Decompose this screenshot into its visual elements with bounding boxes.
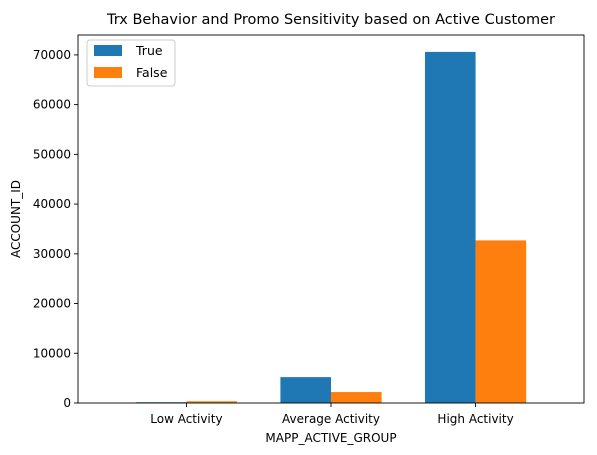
bar-false-high-activity — [475, 240, 527, 403]
legend-swatch-false — [94, 67, 122, 78]
bar-true-average-activity — [280, 377, 331, 403]
y-axis-ticks: 0 10000 20000 30000 40000 50000 60000 70000 — [33, 48, 78, 410]
bar-false-low-activity — [186, 401, 238, 403]
legend: True False — [86, 39, 176, 87]
y-tick-label: 30000 — [33, 247, 71, 261]
legend-label-false: False — [136, 65, 168, 80]
chart-title: Trx Behavior and Promo Sensitivity based… — [106, 12, 555, 28]
x-axis-label: MAPP_ACTIVE_GROUP — [265, 431, 396, 445]
y-tick-label: 0 — [63, 396, 71, 410]
x-tick-label: Average Activity — [282, 412, 380, 426]
bars-group — [135, 51, 527, 403]
y-axis-label: ACCOUNT_ID — [9, 180, 23, 258]
bar-true-high-activity — [424, 51, 476, 403]
y-tick-label: 50000 — [33, 147, 71, 161]
bar-false-average-activity — [331, 392, 382, 403]
legend-swatch-true — [94, 45, 122, 56]
legend-label-true: True — [135, 43, 163, 58]
x-tick-label: High Activity — [437, 412, 513, 426]
y-tick-label: 70000 — [33, 48, 71, 62]
y-tick-label: 10000 — [33, 346, 71, 360]
x-axis-ticks: Low Activity Average Activity High Activit… — [150, 403, 514, 426]
x-tick-label: Low Activity — [150, 412, 222, 426]
y-tick-label: 60000 — [33, 98, 71, 112]
plot-frame — [77, 34, 585, 404]
y-tick-label: 40000 — [33, 197, 71, 211]
y-tick-label: 20000 — [33, 297, 71, 311]
